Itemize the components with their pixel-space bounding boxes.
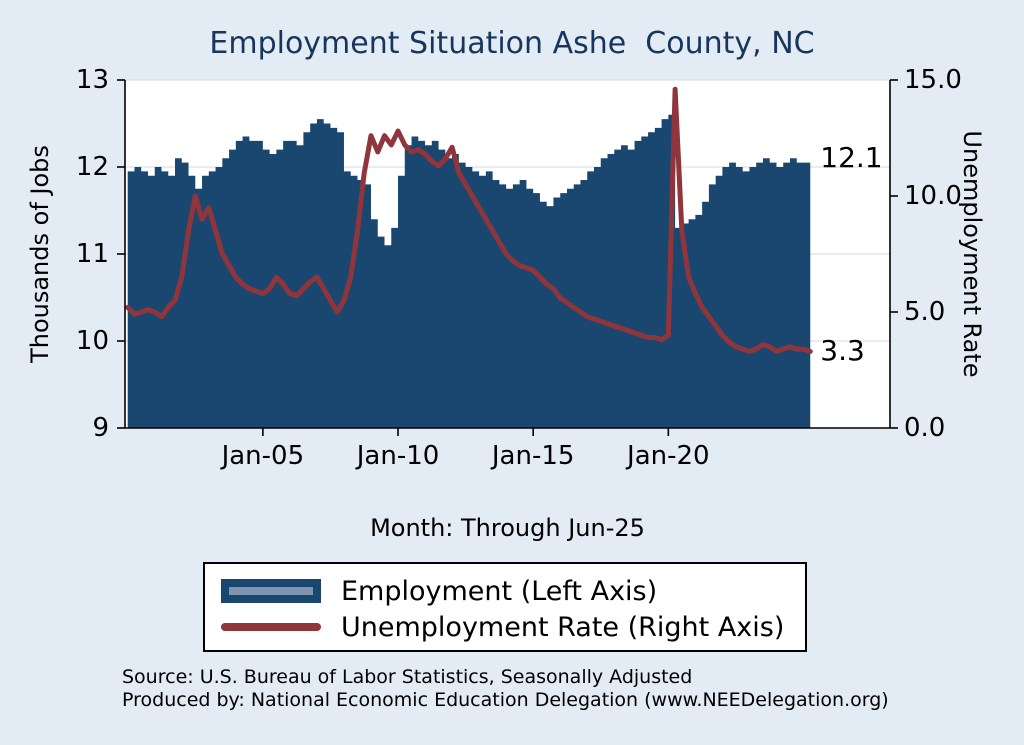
x-axis-tick-label: Jan-05 — [221, 441, 305, 471]
y-axis-left-tick-label: 11 — [75, 239, 109, 269]
y-axis-left-tick-label: 12 — [75, 152, 109, 182]
plot-svg — [117, 79, 898, 436]
unemployment-line-swatch — [221, 615, 321, 639]
unemployment-rate-series — [125, 86, 813, 354]
source-notes: Source: U.S. Bureau of Labor Statistics,… — [122, 666, 889, 712]
y-axis-right-tick-label: 5.0 — [904, 297, 946, 327]
y-axis-right-tick-label: 10.0 — [904, 181, 962, 211]
x-axis-tick-label: Jan-15 — [491, 441, 575, 471]
legend-label-employment: Employment (Left Axis) — [341, 575, 658, 607]
x-axis-tick-label: Jan-20 — [627, 441, 710, 471]
legend-row-unemployment: Unemployment Rate (Right Axis) — [221, 609, 805, 645]
legend: Employment (Left Axis) Unemployment Rate… — [203, 562, 807, 652]
y-axis-right-title: Unemployment Rate — [958, 130, 986, 378]
x-axis-title: Month: Through Jun-25 — [370, 514, 645, 542]
y-axis-left-tick-label: 10 — [75, 326, 109, 356]
source-line: Source: U.S. Bureau of Labor Statistics,… — [122, 666, 693, 688]
y-axis-right-tick-label: 15.0 — [904, 65, 962, 95]
series-end-annotation: 12.1 — [820, 141, 883, 175]
series-end-annotation: 3.3 — [820, 334, 865, 368]
employment-area-series — [127, 114, 811, 429]
chart-title: Employment Situation Ashe County, NC — [209, 26, 815, 61]
produced-by-line: Produced by: National Economic Education… — [122, 689, 889, 711]
y-axis-left-tick-label: 9 — [92, 413, 109, 443]
legend-row-employment: Employment (Left Axis) — [221, 573, 805, 609]
y-axis-right-tick-label: 0.0 — [904, 413, 946, 443]
y-axis-left-tick-label: 13 — [75, 65, 109, 95]
employment-area-swatch — [221, 579, 321, 603]
legend-label-unemployment: Unemployment Rate (Right Axis) — [341, 611, 785, 643]
x-axis-tick-label: Jan-10 — [356, 441, 440, 471]
